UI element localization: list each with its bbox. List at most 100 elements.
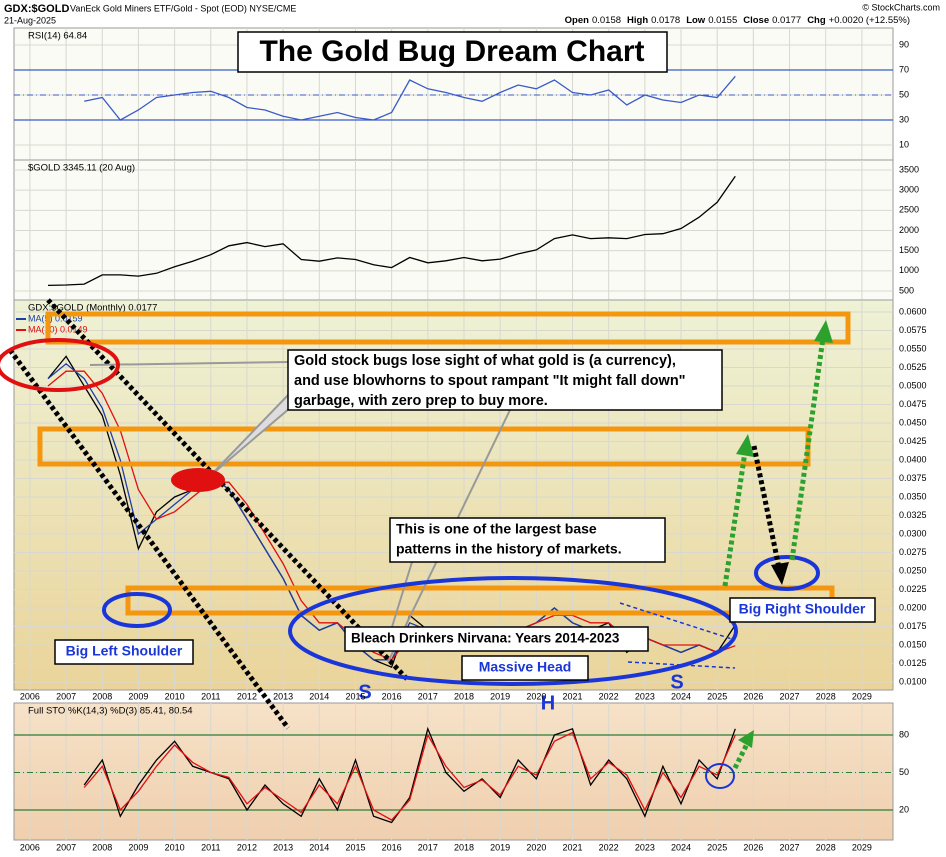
data-line [47,175,736,287]
x-tick-label: 2010 [165,842,185,852]
wedge-line [619,602,736,641]
left-shoulder-label: Big Left Shoulder [66,643,183,659]
x-tick-label: 2028 [816,691,836,701]
head-ellipse [288,576,738,686]
y-tick-label: 50 [899,767,909,777]
y-tick-label: 0.0150 [899,639,927,649]
x-tick-label: 2021 [562,691,582,701]
y-tick-label: 2000 [899,225,919,235]
panel: 500 1000 1500 2000 2500 3000 3500 $GOLD 3345.11… [13,159,919,301]
x-tick-label: 2023 [635,842,655,852]
up-arrows [722,337,826,770]
label-box [461,655,589,681]
y-tick-label: 70 [899,64,909,74]
x-tick-label: 2029 [852,691,872,701]
x-tick-label: 2012 [237,691,257,701]
shoulder-ellipse [754,555,820,591]
description: VanEck Gold Miners ETF/Gold - Spot (EOD)… [70,3,296,13]
y-tick-label: 0.0175 [899,621,927,631]
label-box [729,597,876,623]
main-title: The Gold Bug Dream Chart [259,35,644,68]
panel-title: $GOLD 3345.11 (20 Aug) [28,163,135,174]
red-marker [171,468,225,492]
x-tick-label: 2024 [671,842,691,852]
x-tick-label: 2022 [599,842,619,852]
x-tick-label: 2017 [418,691,438,701]
y-tick-label: 500 [899,285,914,295]
x-tick-label: 2025 [707,691,727,701]
x-tick-label: 2019 [490,691,510,701]
x-tick-label: 2018 [454,691,474,701]
x-tick-label: 2020 [526,691,546,701]
head-label: Massive Head [479,659,572,675]
y-tick-label: 0.0500 [899,380,927,390]
x-tick-label: 2024 [671,691,691,701]
x-tick-label: 2027 [780,691,800,701]
x-tick-label: 2018 [454,842,474,852]
x-tick-label: 2014 [309,691,329,701]
x-tick-label: 2016 [382,842,402,852]
panel-bg [13,702,894,841]
quote-value: 0.0177 [772,15,801,26]
quote-value: +0.0020 (+12.55%) [829,15,910,26]
x-tick-label: 2022 [599,691,619,701]
x-tick-label: 2019 [490,842,510,852]
y-tick-label: 0.0475 [899,399,927,409]
quote-label: Close [743,15,769,26]
source: © StockCharts.com [862,2,940,12]
y-tick-label: 3500 [899,164,919,174]
annotations: The Gold Bug Dream Chart Gold stock bugs… [0,31,876,789]
x-tick-label: 2023 [635,691,655,701]
x-tick-label: 2007 [56,691,76,701]
x-tick-label: 2026 [743,691,763,701]
y-tick-label: 1500 [899,245,919,255]
y-tick-label: 3000 [899,185,919,195]
y-tick-label: 1000 [899,265,919,275]
x-tick-label: 2009 [128,842,148,852]
panel: 20 50 80 Full STO %K(14,3) %D(3) 85.41, 80.… [13,702,909,841]
y-tick-label: 2500 [899,205,919,215]
x-tick-label: 2007 [56,842,76,852]
y-tick-label: 0.0350 [899,491,927,501]
label-box [54,639,194,665]
x-tick-label: 2014 [309,842,329,852]
x-tick-label: 2025 [707,842,727,852]
pattern-letter: S [358,681,371,703]
y-tick-label: 0.0400 [899,454,927,464]
y-tick-label: 0.0200 [899,602,927,612]
y-tick-label: 0.0275 [899,547,927,557]
legend-label: MA(5) 0.0159 [28,313,83,323]
x-tick-label: 2008 [92,691,112,701]
legend-label: MA(10) 0.0149 [28,324,88,334]
quote-value: 0.0158 [592,15,621,26]
y-tick-label: 0.0300 [899,528,927,538]
y-tick-label: 0.0575 [899,325,927,335]
x-tick-label: 2027 [780,842,800,852]
title-box [237,31,668,73]
y-tick-label: 0.0125 [899,658,927,668]
note-text: This is one of the largest base [396,521,597,537]
quote-label: Chg [807,15,826,26]
wedge-line [627,661,736,669]
x-tick-label: 2028 [816,842,836,852]
y-tick-label: 20 [899,804,909,814]
y-tick-label: 0.0600 [899,306,927,316]
panel-title: GDX:$GOLD (Monthly) 0.0177 [28,303,157,314]
x-tick-label: 2017 [418,842,438,852]
callout-box [287,349,723,411]
plot: 10 30 50 70 90 RSI(14) 64.84 500 1000 1500 2000 25… [13,27,927,841]
arrow-heads [736,320,833,748]
label-box [344,626,649,652]
x-tick-label: 2015 [345,842,365,852]
panel-bg [13,159,894,301]
y-tick-label: 0.0425 [899,436,927,446]
y-tick-label: 0.0525 [899,362,927,372]
pointer [89,361,291,366]
quote-label: High [627,15,648,26]
pattern-letter: H [541,692,555,714]
quote-value: 0.0178 [651,15,680,26]
x-tick-label: 2013 [273,842,293,852]
x-tick-label: 2008 [92,842,112,852]
x-tick-label: 2006 [20,842,40,852]
